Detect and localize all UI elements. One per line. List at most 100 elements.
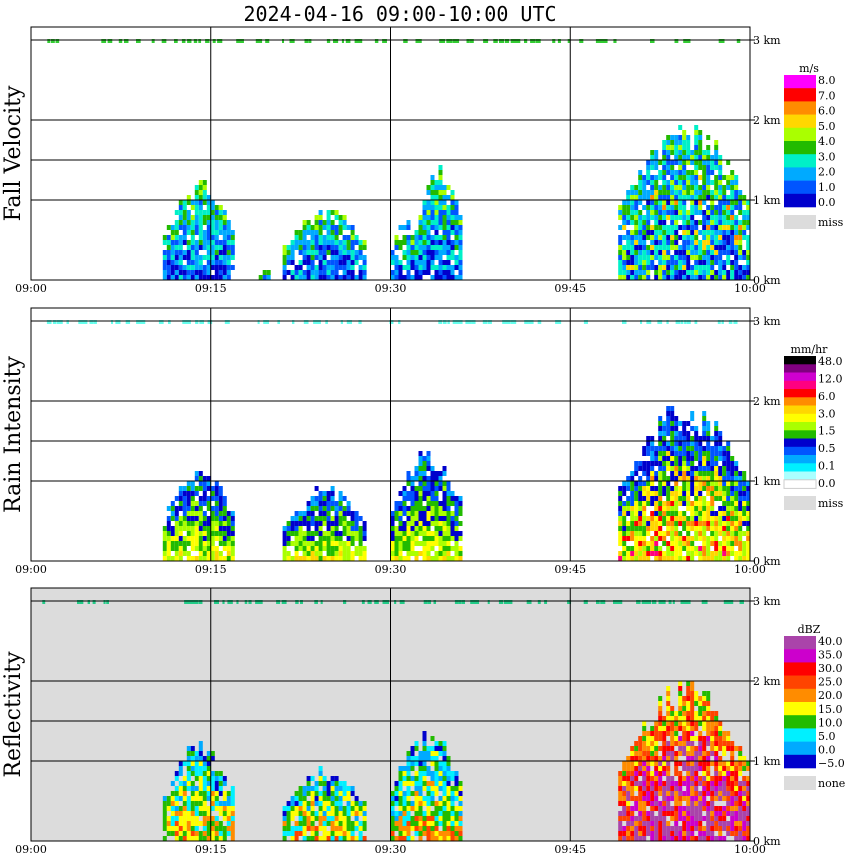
echo-pixel (182, 826, 187, 831)
echo-pixel (638, 551, 643, 556)
echo-pixel (434, 215, 439, 220)
echo-pixel (186, 275, 191, 280)
echo-pixel (654, 781, 659, 786)
echo-pixel (626, 215, 631, 220)
echo-pixel (658, 195, 663, 200)
echo-pixel (726, 215, 731, 220)
echo-pixel (674, 451, 679, 456)
echo-pixel (306, 791, 311, 796)
echo-pixel (678, 776, 683, 781)
echo-pixel (702, 706, 707, 711)
echo-pixel (334, 536, 339, 541)
echo-pixel (450, 546, 455, 551)
echo-pixel (442, 531, 447, 536)
echo-pixel (702, 786, 707, 791)
echo-pixel (334, 215, 339, 220)
echo-pixel (618, 516, 623, 521)
speckle (583, 600, 588, 604)
echo-pixel (294, 516, 299, 521)
echo-pixel (746, 491, 751, 496)
echo-pixel (686, 466, 691, 471)
echo-pixel (310, 265, 315, 270)
echo-pixel (206, 751, 211, 756)
speckle (483, 39, 489, 43)
echo-pixel (626, 270, 631, 275)
echo-pixel (638, 511, 643, 516)
echo-pixel (718, 210, 723, 215)
echo-pixel (210, 781, 215, 786)
echo-pixel (650, 536, 655, 541)
echo-pixel (198, 180, 203, 185)
echo-pixel (182, 831, 187, 836)
echo-pixel (350, 521, 355, 526)
echo-pixel (182, 506, 187, 511)
echo-pixel (282, 260, 287, 265)
echo-pixel (326, 511, 331, 516)
echo-pixel (658, 501, 663, 506)
speckle (136, 39, 141, 43)
echo-pixel (690, 686, 695, 691)
echo-pixel (206, 481, 211, 486)
echo-pixel (190, 265, 195, 270)
echo-pixel (682, 130, 687, 135)
echo-pixel (674, 521, 679, 526)
echo-pixel (294, 546, 299, 551)
echo-pixel (722, 200, 727, 205)
echo-pixel (746, 776, 751, 781)
echo-pixel (654, 786, 659, 791)
echo-pixel (426, 496, 431, 501)
echo-pixel (718, 200, 723, 205)
echo-pixel (690, 756, 695, 761)
echo-pixel (734, 260, 739, 265)
speckle (657, 320, 663, 324)
speckle (282, 39, 285, 43)
echo-pixel (726, 806, 731, 811)
echo-pixel (434, 220, 439, 225)
echo-pixel (402, 826, 407, 831)
echo-pixel (674, 761, 679, 766)
echo-pixel (738, 811, 743, 816)
echo-pixel (410, 766, 415, 771)
echo-pixel (214, 240, 219, 245)
echo-pixel (358, 546, 363, 551)
echo-pixel (342, 521, 347, 526)
echo-pixel (338, 491, 343, 496)
echo-pixel (622, 791, 627, 796)
echo-pixel (710, 235, 715, 240)
echo-pixel (678, 826, 683, 831)
echo-pixel (642, 526, 647, 531)
echo-pixel (414, 511, 419, 516)
echo-pixel (658, 816, 663, 821)
echo-pixel (730, 756, 735, 761)
echo-pixel (402, 491, 407, 496)
echo-pixel (702, 175, 707, 180)
echo-pixel (670, 260, 675, 265)
echo-pixel (166, 235, 171, 240)
echo-pixel (406, 240, 411, 245)
echo-pixel (714, 471, 719, 476)
echo-pixel (422, 536, 427, 541)
echo-pixel (726, 826, 731, 831)
echo-pixel (450, 791, 455, 796)
echo-pixel (342, 245, 347, 250)
echo-pixel (418, 486, 423, 491)
echo-pixel (682, 436, 687, 441)
echo-pixel (442, 836, 447, 841)
echo-pixel (406, 781, 411, 786)
echo-pixel (302, 821, 307, 826)
echo-pixel (682, 476, 687, 481)
echo-pixel (186, 521, 191, 526)
echo-pixel (290, 250, 295, 255)
echo-pixel (342, 215, 347, 220)
echo-pixel (746, 270, 751, 275)
echo-pixel (406, 531, 411, 536)
echo-pixel (670, 796, 675, 801)
echo-pixel (666, 225, 671, 230)
echo-pixel (638, 496, 643, 501)
echo-pixel (726, 761, 731, 766)
echo-pixel (162, 260, 167, 265)
echo-pixel (634, 190, 639, 195)
echo-pixel (714, 761, 719, 766)
echo-pixel (698, 536, 703, 541)
echo-pixel (742, 756, 747, 761)
